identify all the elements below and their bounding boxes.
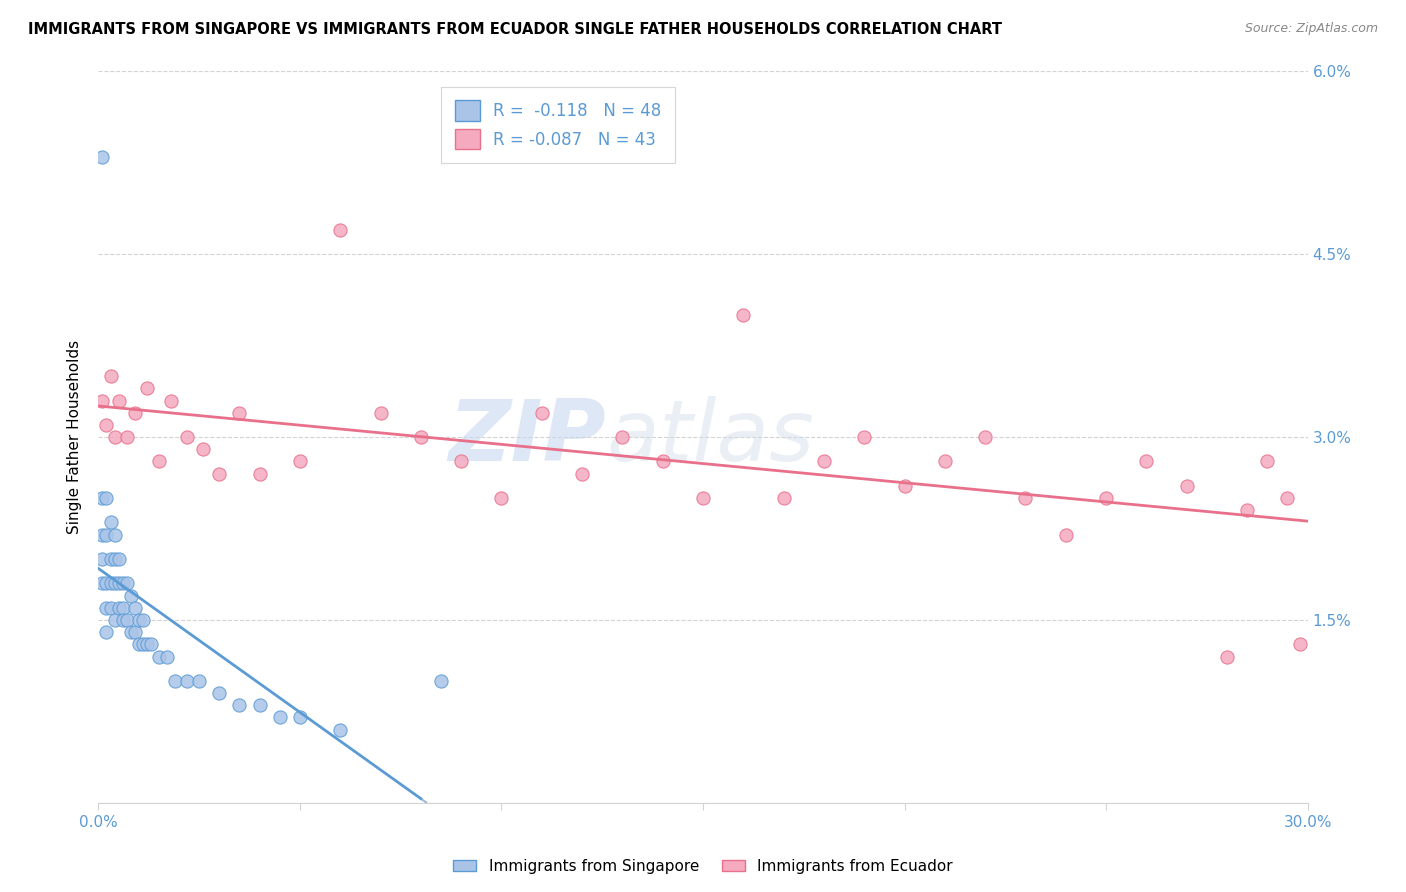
Y-axis label: Single Father Households: Single Father Households <box>67 340 83 534</box>
Point <box>249 698 271 713</box>
Point <box>91 527 114 541</box>
Point <box>1216 649 1239 664</box>
Text: Source: ZipAtlas.com: Source: ZipAtlas.com <box>1244 22 1378 36</box>
Point <box>1277 491 1299 505</box>
Point <box>733 308 755 322</box>
Point <box>409 430 432 444</box>
Point <box>370 406 392 420</box>
Point <box>115 430 138 444</box>
Point <box>651 454 673 468</box>
Point <box>893 479 915 493</box>
Point <box>148 649 170 664</box>
Point <box>228 406 250 420</box>
Point <box>450 454 472 468</box>
Point <box>329 723 352 737</box>
Point <box>96 491 118 505</box>
Point <box>132 613 155 627</box>
Point <box>1054 527 1077 541</box>
Point <box>111 576 134 591</box>
Point <box>91 150 114 164</box>
Point <box>103 527 125 541</box>
Point <box>115 576 138 591</box>
Point <box>107 600 129 615</box>
Text: ZIP: ZIP <box>449 395 606 479</box>
Point <box>103 430 125 444</box>
Point <box>1095 491 1118 505</box>
Point <box>1256 454 1278 468</box>
Point <box>208 686 231 700</box>
Text: atlas: atlas <box>606 395 814 479</box>
Point <box>571 467 593 481</box>
Point <box>96 625 118 640</box>
Point <box>124 625 146 640</box>
Point <box>103 613 125 627</box>
Point <box>156 649 179 664</box>
Point <box>288 710 311 724</box>
Point <box>139 637 162 651</box>
Point <box>91 576 114 591</box>
Point <box>160 393 183 408</box>
Point <box>1135 454 1157 468</box>
Point <box>96 417 118 432</box>
Point <box>193 442 215 457</box>
Point <box>176 430 198 444</box>
Point <box>853 430 876 444</box>
Point <box>120 625 142 640</box>
Point <box>612 430 634 444</box>
Point <box>91 491 114 505</box>
Point <box>91 552 114 566</box>
Point <box>111 600 134 615</box>
Point <box>96 527 118 541</box>
Point <box>1288 637 1310 651</box>
Point <box>132 637 155 651</box>
Point <box>1014 491 1036 505</box>
Point <box>249 467 271 481</box>
Point <box>111 613 134 627</box>
Point <box>228 698 250 713</box>
Point <box>107 552 129 566</box>
Point <box>135 637 157 651</box>
Point <box>208 467 231 481</box>
Point <box>107 576 129 591</box>
Point <box>91 393 114 408</box>
Point <box>491 491 513 505</box>
Text: IMMIGRANTS FROM SINGAPORE VS IMMIGRANTS FROM ECUADOR SINGLE FATHER HOUSEHOLDS CO: IMMIGRANTS FROM SINGAPORE VS IMMIGRANTS … <box>28 22 1002 37</box>
Point <box>430 673 453 688</box>
Point <box>124 600 146 615</box>
Point <box>329 223 352 237</box>
Point <box>115 613 138 627</box>
Point <box>269 710 291 724</box>
Point <box>100 600 122 615</box>
Point <box>692 491 714 505</box>
Point <box>148 454 170 468</box>
Legend: Immigrants from Singapore, Immigrants from Ecuador: Immigrants from Singapore, Immigrants fr… <box>447 853 959 880</box>
Point <box>1236 503 1258 517</box>
Point <box>96 600 118 615</box>
Point <box>103 576 125 591</box>
Point <box>530 406 553 420</box>
Point <box>1175 479 1198 493</box>
Point <box>974 430 997 444</box>
Point <box>100 552 122 566</box>
Point <box>188 673 211 688</box>
Point <box>176 673 198 688</box>
Point <box>120 589 142 603</box>
Legend: R =  -0.118   N = 48, R = -0.087   N = 43: R = -0.118 N = 48, R = -0.087 N = 43 <box>441 87 675 162</box>
Point <box>163 673 186 688</box>
Point <box>772 491 794 505</box>
Point <box>288 454 311 468</box>
Point <box>128 613 150 627</box>
Point <box>128 637 150 651</box>
Point <box>96 576 118 591</box>
Point <box>934 454 956 468</box>
Point <box>124 406 146 420</box>
Point <box>100 369 122 384</box>
Point <box>100 516 122 530</box>
Point <box>100 576 122 591</box>
Point <box>103 552 125 566</box>
Point <box>135 381 157 395</box>
Point <box>813 454 835 468</box>
Point <box>107 393 129 408</box>
